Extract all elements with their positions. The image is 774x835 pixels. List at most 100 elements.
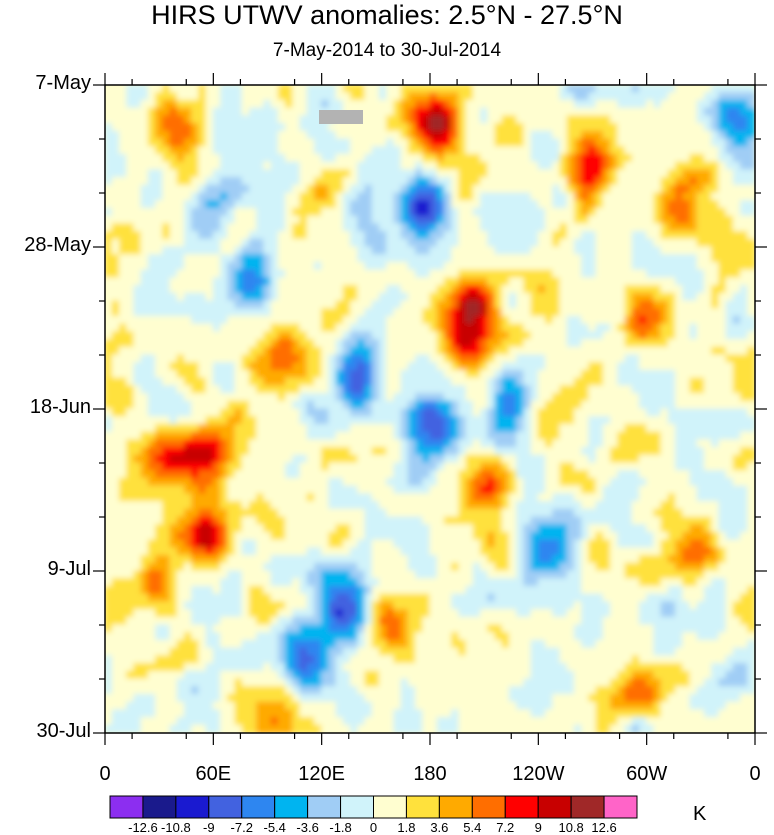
field-cell [147, 493, 157, 503]
field-cell [624, 346, 633, 356]
field-cell [378, 184, 388, 194]
field-cell [176, 192, 185, 202]
field-cell [335, 447, 344, 456]
field-cell [198, 254, 207, 263]
field-cell [393, 200, 402, 209]
field-cell [646, 285, 655, 294]
field-cell [595, 501, 604, 510]
field-cell [689, 292, 698, 302]
field-cell [537, 362, 547, 371]
field-cell [241, 277, 250, 287]
field-cell [407, 92, 417, 101]
field-cell [313, 423, 323, 433]
field-cell [205, 308, 214, 317]
field-cell [328, 300, 337, 310]
field-cell [212, 115, 222, 125]
field-cell [299, 454, 308, 464]
field-cell [176, 277, 185, 287]
field-cell [256, 192, 265, 202]
field-cell [667, 115, 677, 125]
field-cell [451, 138, 460, 148]
field-cell [118, 99, 128, 109]
field-cell [638, 331, 648, 341]
field-cell [263, 354, 272, 364]
field-cell [105, 300, 113, 310]
field-cell [667, 85, 677, 94]
field-cell [126, 99, 135, 109]
field-cell [111, 493, 120, 503]
field-cell [545, 92, 554, 101]
field-cell [386, 238, 395, 248]
field-cell [523, 362, 532, 371]
field-cell [227, 508, 236, 518]
field-cell [386, 200, 395, 209]
field-cell [732, 501, 742, 510]
field-cell [689, 169, 698, 179]
field-cell [212, 339, 222, 348]
field-cell [747, 107, 755, 117]
field-cell [321, 300, 330, 310]
field-cell [501, 177, 510, 186]
field-cell [140, 107, 149, 117]
field-cell [313, 146, 323, 155]
field-cell [711, 231, 720, 240]
field-cell [559, 470, 568, 479]
field-cell [638, 261, 648, 271]
field-cell [443, 485, 453, 495]
field-cell [682, 261, 691, 271]
field-cell [176, 207, 185, 217]
field-cell [653, 269, 662, 279]
field-cell [415, 508, 424, 518]
field-cell [624, 447, 633, 456]
field-cell [703, 292, 713, 302]
field-cell [220, 207, 229, 217]
field-cell [660, 130, 669, 140]
field-cell [126, 200, 135, 209]
field-cell [140, 393, 149, 402]
field-cell [588, 92, 597, 101]
field-cell [588, 246, 597, 256]
field-cell [313, 184, 323, 194]
field-cell [537, 408, 547, 418]
field-cell [740, 300, 749, 310]
field-cell [118, 470, 128, 479]
field-cell [133, 223, 142, 233]
field-cell [155, 169, 164, 179]
field-cell [299, 423, 308, 433]
field-cell [241, 477, 250, 487]
field-cell [508, 269, 518, 279]
field-cell [631, 238, 640, 248]
field-cell [718, 377, 727, 387]
field-cell [472, 308, 482, 317]
field-cell [220, 269, 229, 279]
field-cell [602, 153, 612, 163]
field-cell [725, 215, 734, 225]
field-cell [147, 177, 157, 186]
field-cell [624, 169, 633, 179]
field-cell [617, 346, 626, 356]
field-cell [732, 115, 742, 125]
field-cell [653, 393, 662, 402]
field-cell [610, 115, 619, 125]
field-cell [263, 385, 272, 395]
field-cell [147, 99, 157, 109]
field-cell [667, 377, 677, 387]
field-cell [588, 346, 597, 356]
field-cell [111, 501, 120, 510]
field-cell [169, 408, 178, 418]
field-cell [682, 192, 691, 202]
field-cell [183, 323, 193, 333]
field-cell [689, 501, 698, 510]
field-cell [220, 339, 229, 348]
field-cell [256, 447, 265, 456]
field-cell [357, 92, 366, 101]
field-cell [711, 416, 720, 425]
field-cell [335, 416, 344, 425]
field-cell [147, 300, 157, 310]
field-cell [285, 192, 294, 202]
field-cell [162, 493, 171, 503]
field-cell [725, 423, 734, 433]
field-cell [429, 277, 438, 287]
field-cell [205, 339, 214, 348]
field-cell [610, 369, 619, 379]
